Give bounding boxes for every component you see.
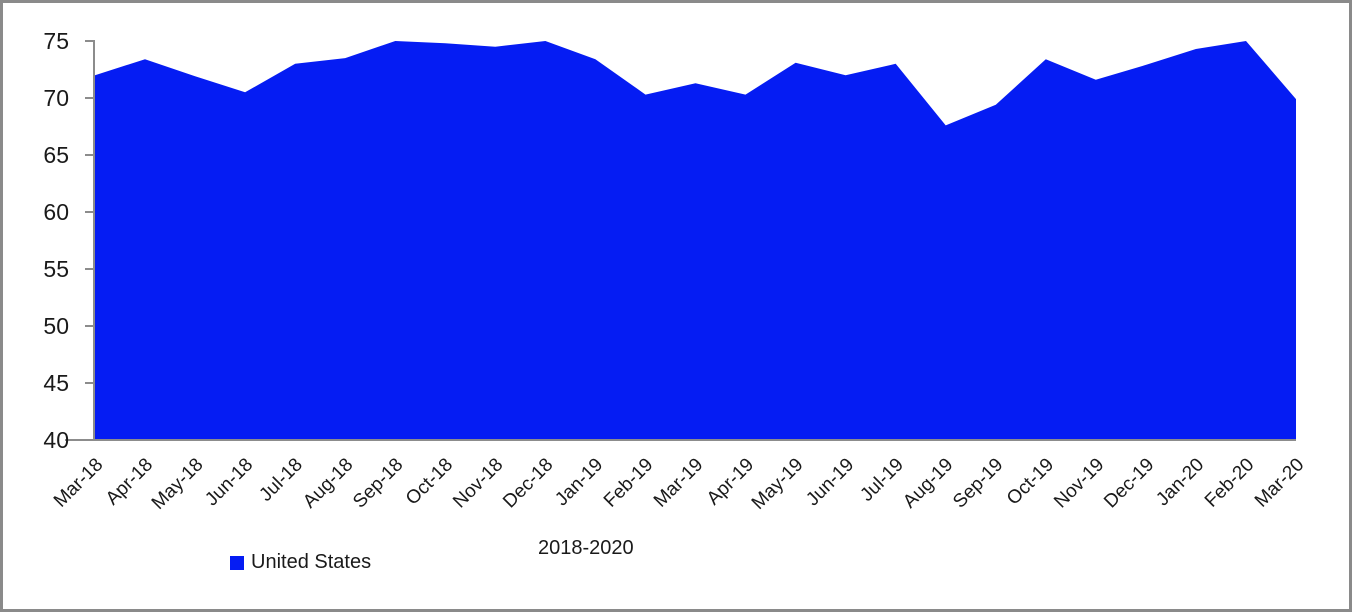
y-axis-ticks bbox=[85, 40, 93, 441]
y-tick-label: 50 bbox=[43, 313, 69, 339]
y-tick-label: 45 bbox=[43, 370, 69, 396]
y-tick-label: 60 bbox=[43, 199, 69, 225]
y-tick-label: 40 bbox=[43, 427, 69, 453]
y-tick-label: 75 bbox=[43, 28, 69, 54]
y-tick-label: 55 bbox=[43, 256, 69, 282]
area-series-united-states bbox=[95, 41, 1296, 440]
legend-label-united-states: United States bbox=[251, 551, 372, 573]
chart-svg bbox=[65, 40, 1296, 441]
x-axis-title: 2018-2020 bbox=[538, 537, 634, 559]
legend: United States bbox=[230, 551, 371, 574]
y-tick-label: 70 bbox=[43, 85, 69, 111]
y-tick-label: 65 bbox=[43, 142, 69, 168]
legend-swatch-united-states bbox=[230, 555, 244, 570]
